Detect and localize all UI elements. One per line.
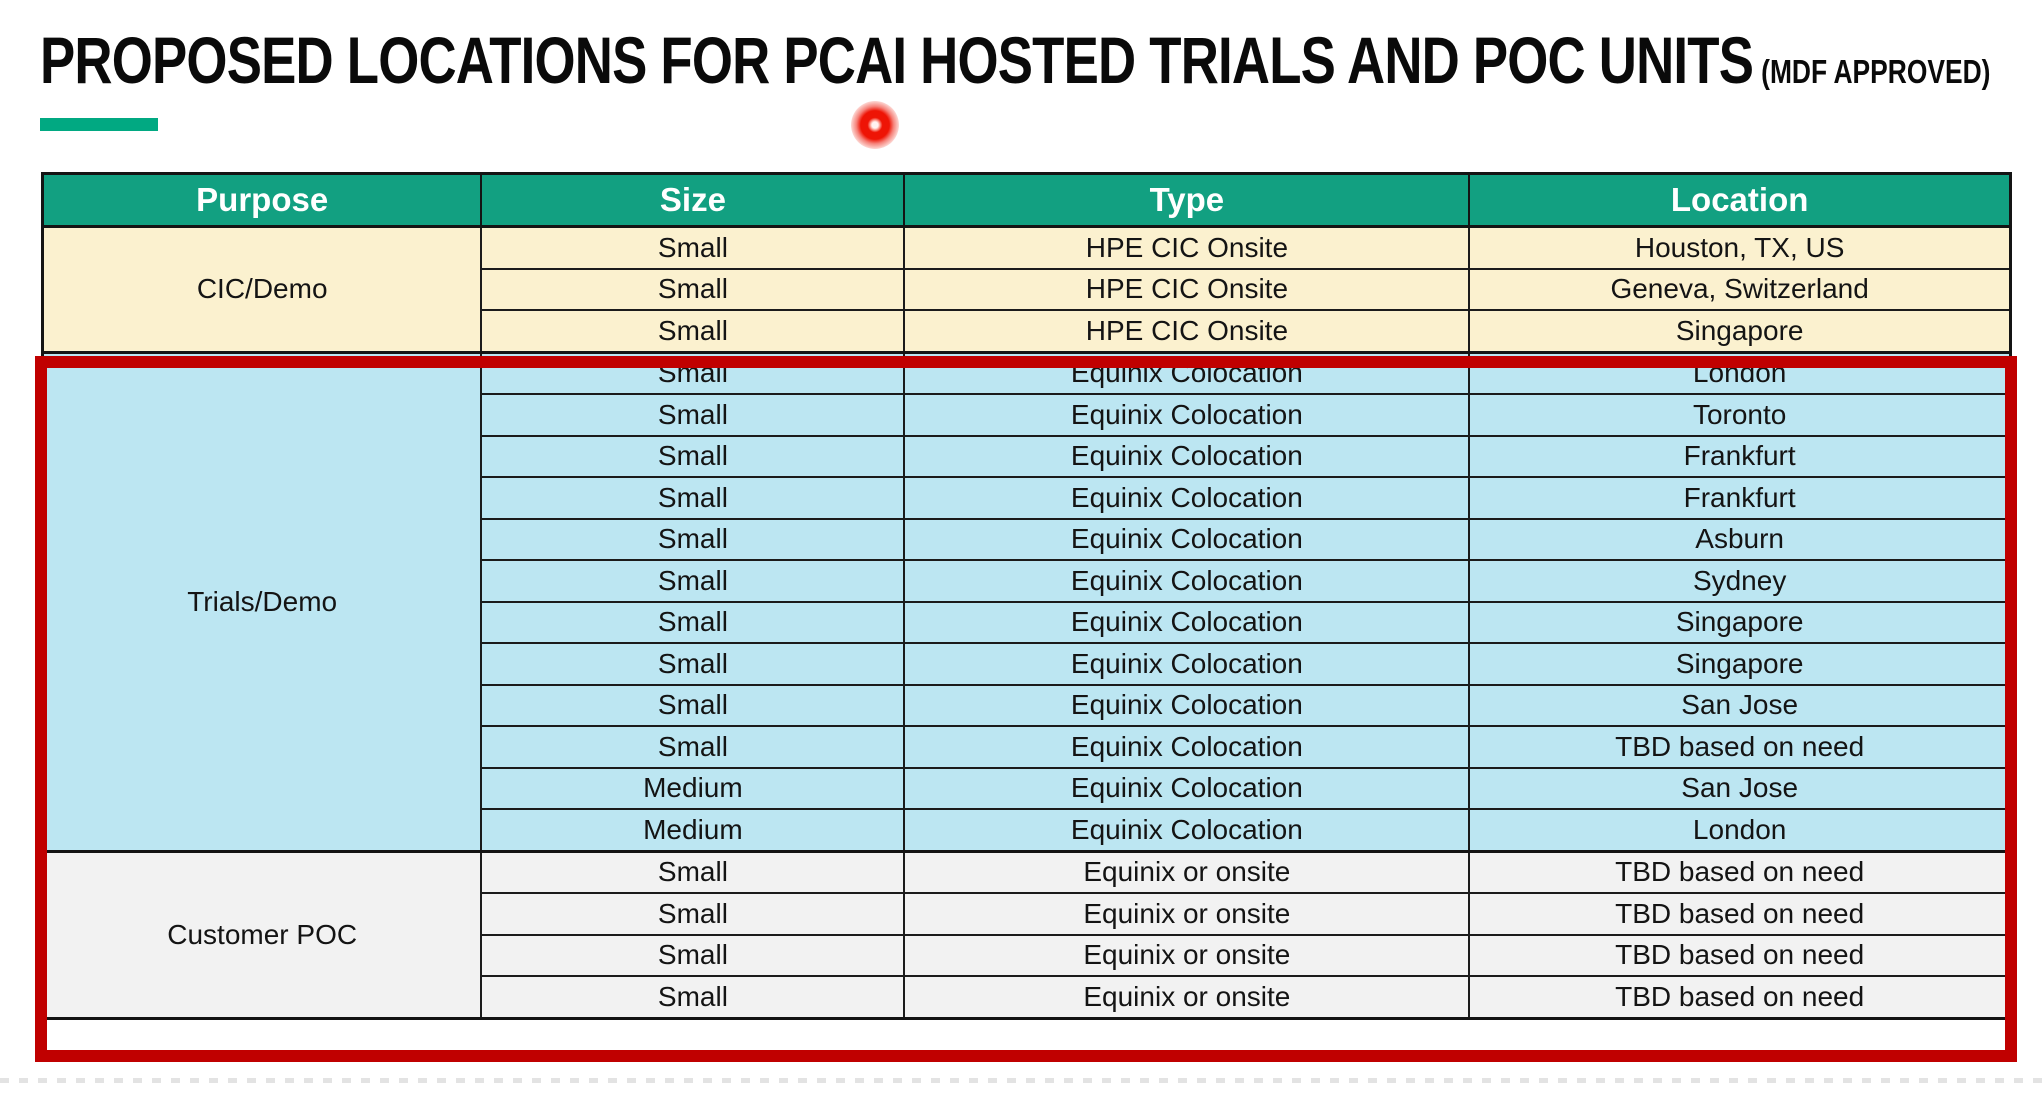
cell-location: TBD based on need [1468,892,2012,936]
cell-size: Small [480,393,906,437]
cell-type: HPE CIC Onsite [903,267,1471,311]
table-row: Small Equinix Colocation Toronto [43,393,2012,437]
column-header-size: Size [480,172,906,228]
cell-size: Small [480,559,906,603]
cell-type: HPE CIC Onsite [903,309,1471,353]
cell-type: Equinix Colocation [903,350,1471,395]
table-row: CIC/Demo Small HPE CIC Onsite Houston, TX, … [41,225,2012,353]
cell-location: TBD based on need [1468,849,2012,894]
table-row: Trials/Demo Small Equinix Colocation London [41,350,2012,852]
column-header-type: Type [903,172,1471,228]
cell-type: Equinix Colocation [903,642,1471,686]
table-header-row: Purpose Size Type Location [41,172,2012,228]
cell-type: Equinix Colocation [903,683,1471,727]
cell-type: Equinix Colocation [903,559,1471,603]
cell-type: Equinix or onsite [903,975,1471,1019]
table-row: Medium Equinix Colocation San Jose [43,766,2012,810]
cell-type: Equinix Colocation [903,600,1471,644]
cell-size: Small [480,892,906,936]
table-row: Small Equinix or onsite TBD based on need [43,975,2012,1019]
cell-location: Asburn [1468,517,2012,561]
cell-location: Singapore [1468,309,2012,353]
table-header: Purpose Size Type Location [41,172,2012,228]
cell-type: Equinix or onsite [903,892,1471,936]
table-row: Small HPE CIC Onsite Singapore [43,309,2012,353]
cell-type: Equinix Colocation [903,476,1471,520]
table-row: Small Equinix Colocation TBD based on need [43,725,2012,769]
section-purpose-cell: Customer POC [41,849,483,1019]
bottom-dotted-line [0,1078,2044,1083]
cell-size: Small [480,725,906,769]
cell-location: Singapore [1468,642,2012,686]
cell-size: Medium [480,766,906,810]
page-title-text: PROPOSED LOCATIONS FOR PCAI HOSTED TRIAL… [40,23,1754,97]
cell-size: Small [480,517,906,561]
cell-size: Small [480,975,906,1019]
table-row: Small Equinix or onsite TBD based on need [43,933,2012,977]
cell-location: TBD based on need [1468,725,2012,769]
cell-size: Small [480,434,906,478]
cell-type: Equinix or onsite [903,933,1471,977]
cell-location: Geneva, Switzerland [1468,267,2012,311]
cell-type: Equinix Colocation [903,808,1471,852]
cell-type: Equinix Colocation [903,517,1471,561]
cell-location: Frankfurt [1468,434,2012,478]
table-row: Small Equinix Colocation Frankfurt [43,476,2012,520]
table-row: Small Equinix Colocation Sydney [43,559,2012,603]
cell-location: San Jose [1468,683,2012,727]
locations-table: Purpose Size Type Location CIC/Demo Small… [41,172,2012,1020]
title-accent-bar [40,118,158,131]
cell-size: Small [480,600,906,644]
cell-location: Houston, TX, US [1468,225,2012,270]
cell-location: TBD based on need [1468,975,2012,1019]
cell-location: Frankfurt [1468,476,2012,520]
laser-pointer-dot [851,101,899,149]
cell-type: Equinix Colocation [903,725,1471,769]
cell-type: Equinix Colocation [903,766,1471,810]
cell-size: Small [480,476,906,520]
column-header-purpose: Purpose [41,172,483,228]
table-row: Customer POC Small Equinix or onsite TBD ba… [41,849,2012,1019]
table-row: Small Equinix Colocation Singapore [43,642,2012,686]
table-row: Medium Equinix Colocation London [43,808,2012,852]
cell-size: Small [480,849,906,894]
cell-location: San Jose [1468,766,2012,810]
cell-size: Medium [480,808,906,852]
table-row: Small Equinix Colocation San Jose [43,683,2012,727]
cell-size: Small [480,267,906,311]
cell-location: Singapore [1468,600,2012,644]
cell-size: Small [480,642,906,686]
cell-size: Small [480,933,906,977]
cell-size: Small [480,350,906,395]
cell-size: Small [480,683,906,727]
cell-location: London [1468,350,2012,395]
table-row: Small Equinix Colocation Singapore [43,600,2012,644]
cell-size: Small [480,225,906,270]
cell-size: Small [480,309,906,353]
cell-type: Equinix or onsite [903,849,1471,894]
table-row: Small Equinix Colocation Asburn [43,517,2012,561]
cell-type: Equinix Colocation [903,393,1471,437]
cell-location: TBD based on need [1468,933,2012,977]
section-purpose-cell: Trials/Demo [41,350,483,852]
cell-location: London [1468,808,2012,852]
cell-location: Toronto [1468,393,2012,437]
table-body: CIC/Demo Small HPE CIC Onsite Houston, TX, … [41,225,2012,1019]
table-row: Small HPE CIC Onsite Geneva, Switzerland [43,267,2012,311]
column-header-location: Location [1468,172,2012,228]
section-purpose-cell: CIC/Demo [41,225,483,353]
page-title: PROPOSED LOCATIONS FOR PCAI HOSTED TRIAL… [40,22,1990,98]
cell-type: HPE CIC Onsite [903,225,1471,270]
table-row: Small Equinix or onsite TBD based on need [43,892,2012,936]
cell-type: Equinix Colocation [903,434,1471,478]
cell-location: Sydney [1468,559,2012,603]
page-title-suffix: (MDF APPROVED) [1761,53,1991,90]
table-row: Small Equinix Colocation Frankfurt [43,434,2012,478]
